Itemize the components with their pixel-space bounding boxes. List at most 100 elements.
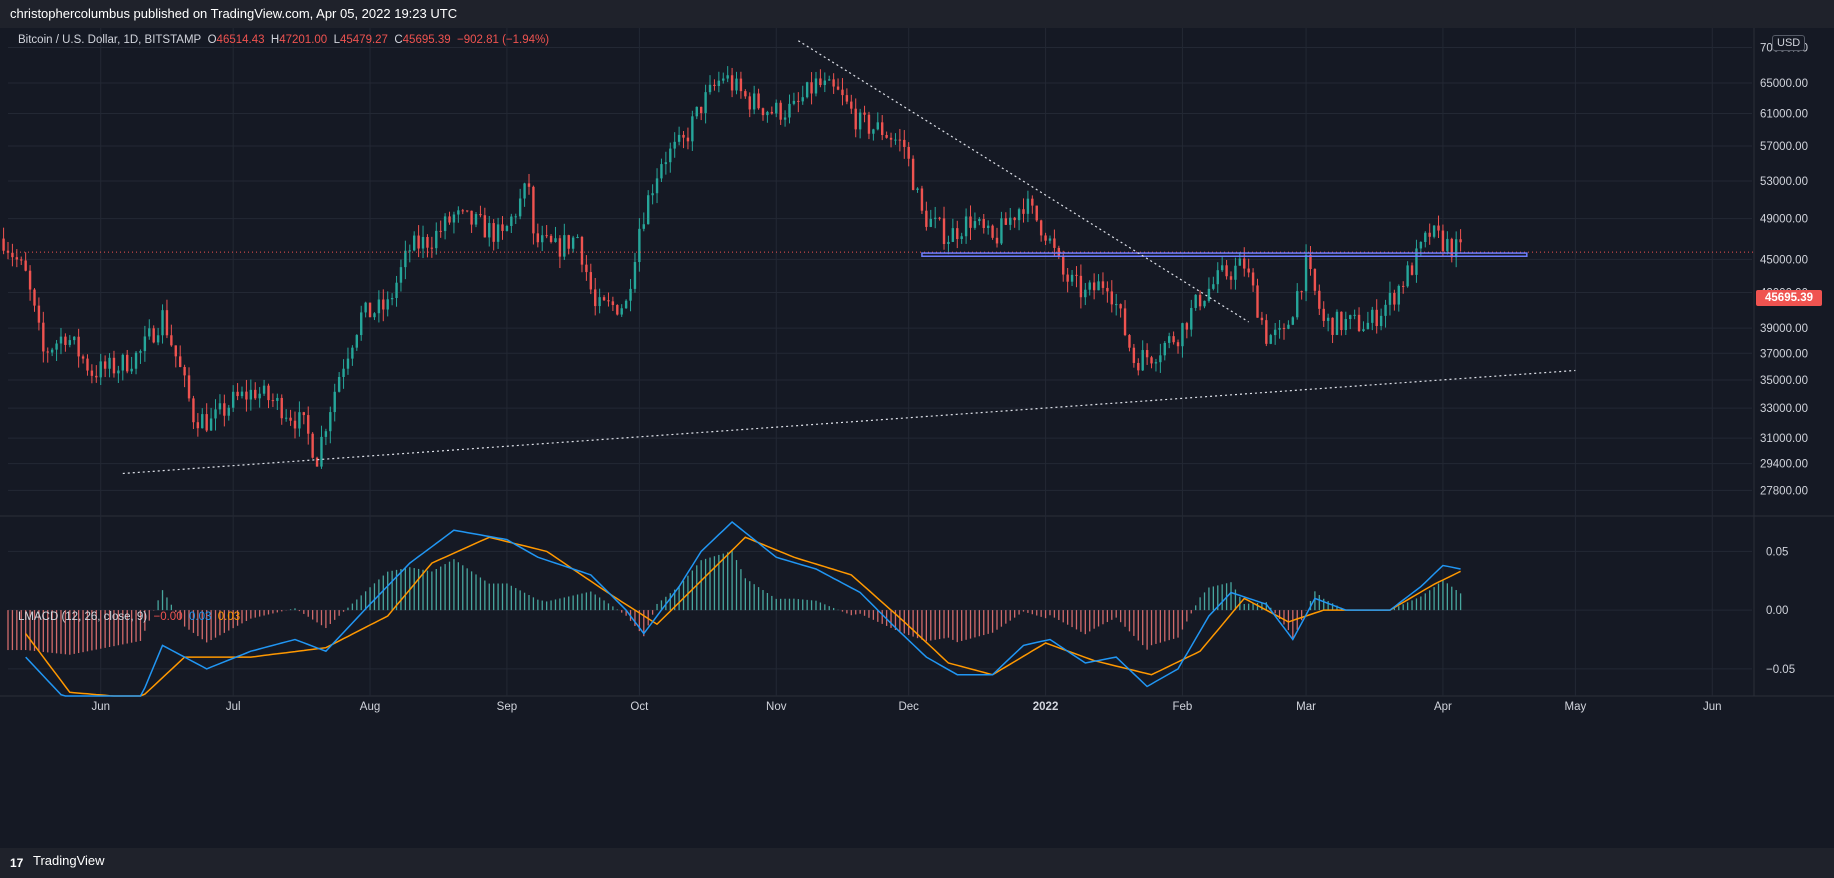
candle-body <box>898 139 902 141</box>
tradingview-brand[interactable]: TradingView <box>33 853 105 868</box>
candle-body <box>205 414 208 431</box>
candle-body <box>178 356 182 368</box>
candle-body <box>386 299 389 310</box>
candle-body <box>858 112 862 130</box>
footer: 17 TradingView <box>0 848 1834 878</box>
candle-body <box>1393 292 1396 305</box>
candle-body <box>315 457 319 467</box>
candle-body <box>121 354 124 371</box>
candle-body <box>95 375 98 378</box>
candle-body <box>1247 268 1250 273</box>
candle-body <box>1459 239 1462 243</box>
support-zone <box>921 252 1528 257</box>
candle-body <box>903 139 906 147</box>
candle-body <box>1225 265 1228 277</box>
open-label: O <box>207 34 217 46</box>
candle-body <box>1437 225 1440 231</box>
candle-body <box>708 84 712 93</box>
candle-body <box>293 420 297 429</box>
candle-body <box>298 412 301 429</box>
candle-body <box>337 376 341 392</box>
candle-body <box>730 75 734 91</box>
candle-body <box>854 108 857 130</box>
candle-body <box>404 250 407 268</box>
candle-body <box>814 78 818 94</box>
candle-body <box>1278 327 1281 330</box>
candle-body <box>99 361 102 378</box>
candle-body <box>885 134 888 138</box>
candle-body <box>1273 329 1277 336</box>
publisher-header: christophercolumbus published on Trading… <box>0 0 1834 28</box>
date-tick-label: Sep <box>497 701 517 713</box>
candle-body <box>201 414 204 429</box>
candle-body <box>24 260 27 271</box>
candle-body <box>33 289 36 306</box>
candle-body <box>1419 241 1423 249</box>
price-chart[interactable]: 70000.0065000.0061000.0057000.0053000.00… <box>0 28 1834 856</box>
candle-body <box>1243 258 1246 269</box>
candle-body <box>1132 347 1136 363</box>
price-tick-label: 57000.00 <box>1760 141 1808 153</box>
candle-body <box>320 436 323 467</box>
candle-body <box>276 397 279 401</box>
candle-body <box>223 403 226 416</box>
candle-body <box>1296 291 1299 318</box>
candle-body <box>1406 265 1409 287</box>
price-tick-label: 65000.00 <box>1760 78 1808 90</box>
candle-body <box>925 210 928 227</box>
candle-body <box>911 158 915 190</box>
candle-body <box>86 358 89 371</box>
candle-body <box>170 335 173 346</box>
candle-body <box>1260 317 1264 321</box>
candle-body <box>1154 362 1158 364</box>
candle-body <box>483 215 487 238</box>
candle-body <box>1110 291 1113 305</box>
candle-body <box>28 270 32 290</box>
candle-body <box>1424 232 1427 242</box>
candle-body <box>377 299 381 314</box>
candle-body <box>938 217 941 219</box>
candle-body <box>496 224 500 242</box>
candle-body <box>929 218 932 227</box>
candle-body <box>1388 292 1392 305</box>
candle-body <box>240 391 244 397</box>
candle-body <box>867 114 871 134</box>
candle-body <box>42 322 45 352</box>
currency-badge[interactable]: USD <box>1772 35 1806 51</box>
price-tick-label: 35000.00 <box>1760 375 1808 387</box>
candle-body <box>554 238 557 242</box>
tradingview-logo-icon[interactable]: 17 <box>10 856 24 870</box>
candle-body <box>704 92 707 114</box>
candle-body <box>161 310 164 336</box>
candle-body <box>346 358 350 369</box>
candle-body <box>1349 315 1352 320</box>
candle-body <box>1031 198 1034 206</box>
candle-body <box>598 297 601 307</box>
candle-body <box>828 79 831 81</box>
candle-body <box>960 236 963 240</box>
candle-body <box>1181 323 1184 347</box>
candle-body <box>470 210 473 225</box>
candle-body <box>254 389 257 399</box>
close-value: 45695.39 <box>402 34 451 46</box>
candle-body <box>412 235 416 251</box>
date-tick-label: Jun <box>91 701 110 713</box>
candle-body <box>448 216 451 223</box>
candle-body <box>585 264 588 273</box>
chart-area[interactable]: 70000.0065000.0061000.0057000.0053000.00… <box>0 28 1834 856</box>
date-tick-label: Jun <box>1703 701 1722 713</box>
candle-body <box>1137 362 1140 371</box>
candle-body <box>881 122 884 135</box>
candle-body <box>1379 315 1383 327</box>
candle-body <box>289 417 292 421</box>
candle-body <box>669 148 672 163</box>
candle-body <box>792 100 796 104</box>
candle-body <box>527 183 531 187</box>
candle-body <box>1128 335 1131 348</box>
candle-body <box>1366 322 1370 330</box>
candle-body <box>435 230 438 249</box>
candle-body <box>549 235 553 242</box>
candle-body <box>726 75 729 79</box>
candles-group <box>2 66 1462 469</box>
candle-body <box>766 111 769 116</box>
